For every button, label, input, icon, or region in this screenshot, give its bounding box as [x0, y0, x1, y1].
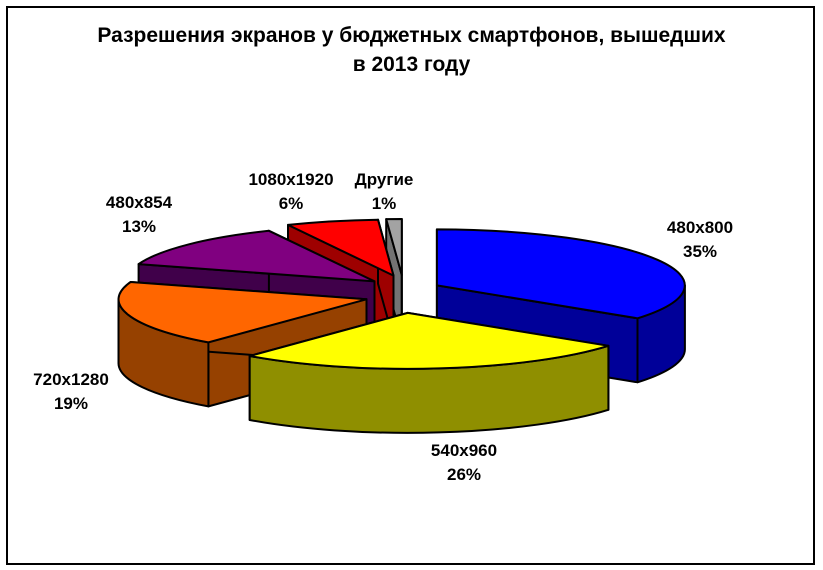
slice-top-face — [248, 311, 610, 370]
slice-label-percent: 35% — [682, 242, 718, 261]
slice-label-category: Другие — [354, 170, 414, 189]
slice-label-category: 540x960 — [430, 441, 498, 460]
slice-label-percent: 1% — [371, 194, 397, 213]
slice-label-other: Другие 1% — [355, 168, 414, 216]
slice-label-percent: 13% — [121, 217, 157, 236]
chart-title: Разрешения экранов у бюджетных смартфоно… — [0, 21, 823, 79]
slice-label-category: 480x800 — [666, 218, 734, 237]
slice-label-480x854: 480x854 13% — [106, 191, 172, 239]
slice-top-face — [435, 228, 686, 320]
slice-label-category: 480x854 — [105, 193, 173, 212]
slice-label-1080x1920: 1080x1920 6% — [248, 168, 333, 216]
slice-label-percent: 19% — [53, 394, 89, 413]
slice-label-category: 1080x1920 — [248, 170, 334, 189]
slice-top-face — [137, 229, 376, 283]
slice-label-category: 720x1280 — [33, 370, 109, 389]
slice-top-face — [117, 281, 368, 344]
slice-top-face — [385, 217, 403, 276]
slice-label-720x1280: 720x1280 19% — [33, 368, 109, 416]
chart-title-line2: в 2013 году — [352, 53, 471, 76]
chart-title-line1: Разрешения экранов у бюджетных смартфоно… — [97, 24, 726, 47]
chart-border — [6, 6, 815, 565]
pie-slice-540x960 — [248, 311, 610, 434]
slice-label-percent: 26% — [446, 465, 482, 484]
slice-label-540x960: 540x960 26% — [431, 439, 497, 487]
slice-label-percent: 6% — [278, 194, 304, 213]
slice-top-face — [287, 218, 395, 277]
slice-label-480x800: 480x800 35% — [667, 216, 733, 264]
